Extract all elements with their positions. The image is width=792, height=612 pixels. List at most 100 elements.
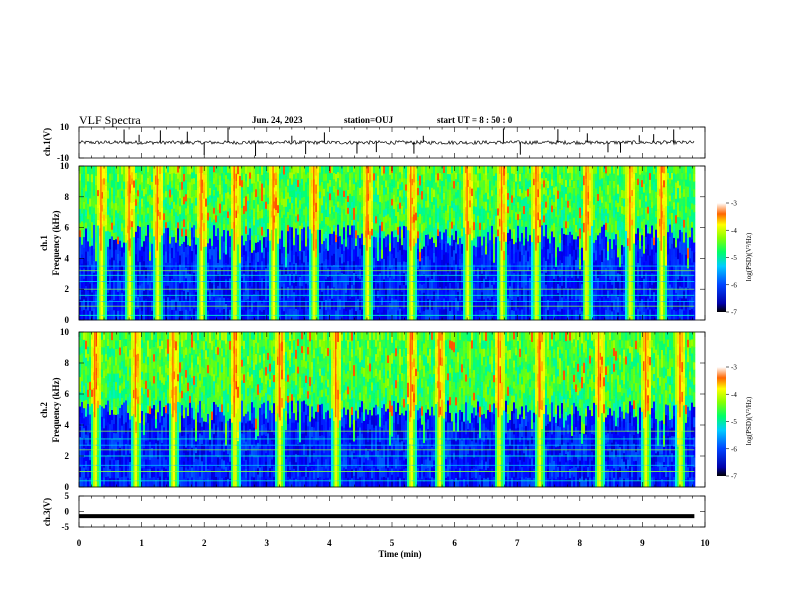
spec-cell [395, 201, 398, 209]
spec-cell [463, 209, 466, 216]
spec-cell [387, 207, 390, 215]
spec-cell [561, 262, 564, 275]
spec-cell [569, 218, 572, 226]
spec-cell [491, 272, 494, 286]
spec-cell [205, 222, 208, 231]
spec-cell [119, 240, 122, 251]
spec-cell [125, 173, 128, 182]
spec-cell [505, 181, 508, 190]
spec-cell [485, 303, 488, 313]
spec-cell [195, 236, 198, 245]
spec-cell [249, 262, 252, 275]
spec-cell [383, 202, 386, 210]
spec-cell [167, 172, 170, 179]
spec-cell [589, 166, 592, 174]
spec-cell [531, 211, 534, 220]
spec-cell [551, 192, 554, 200]
spec-cell [429, 289, 432, 301]
ch1-waveform-line [78, 139, 695, 146]
spec-cell [103, 273, 106, 286]
spec-cell [327, 174, 330, 184]
spec-cell [257, 173, 260, 182]
spec-cell [301, 178, 304, 186]
spec-cell [311, 199, 314, 207]
spec-cell [117, 291, 120, 302]
spec-cell [307, 249, 310, 262]
spec-cell [371, 179, 374, 188]
spec-cell [455, 297, 458, 310]
spec-cell [421, 207, 424, 217]
spec-cell [103, 208, 106, 215]
spec-cell [289, 202, 292, 209]
spec-cell [429, 259, 432, 270]
spec-cell [289, 220, 292, 228]
spec-cell [331, 227, 334, 235]
spec-cell [137, 177, 140, 185]
spec-cell [475, 174, 478, 183]
spec-cell [111, 229, 114, 237]
spec-cell [189, 238, 192, 247]
spec-cell [125, 196, 128, 205]
spec-cell [97, 177, 100, 185]
spec-cell [151, 173, 154, 182]
spec-cell [559, 259, 562, 269]
spec-cell [461, 236, 464, 245]
spec-cell [279, 195, 282, 203]
spec-cell [521, 298, 524, 310]
spec-cell [493, 298, 496, 306]
spec-cell [315, 265, 318, 274]
spec-cell [587, 224, 590, 231]
spec-cell [305, 198, 308, 207]
spec-cell [297, 234, 300, 246]
spec-cell [403, 195, 406, 203]
spec-cell [83, 187, 86, 195]
spec-cell [587, 204, 590, 212]
spec-cell [163, 244, 166, 256]
spec-cell [509, 263, 512, 276]
spec-cell [123, 227, 126, 236]
spec-cell [103, 214, 106, 221]
spec-cell [257, 251, 260, 262]
spec-cell [133, 180, 136, 188]
spec-cell [583, 282, 586, 291]
spec-cell [245, 173, 248, 182]
spec-cell [445, 297, 448, 309]
spec-cell [593, 227, 596, 236]
spec-cell [359, 289, 362, 300]
spec-cell [85, 274, 88, 286]
spec-cell [419, 166, 422, 176]
spec-cell [437, 236, 440, 247]
spec-cell [109, 202, 112, 211]
spec-cell [245, 211, 248, 219]
spec-cell [147, 236, 150, 250]
spec-cell [237, 220, 240, 230]
spec-cell [565, 200, 568, 208]
spec-cell [559, 311, 562, 321]
spec-cell [343, 190, 346, 197]
spec-cell [497, 267, 500, 279]
spec-cell [361, 233, 364, 245]
spec-cell [483, 236, 486, 248]
spec-cell [153, 194, 156, 202]
spec-cell [151, 243, 154, 254]
spec-cell [173, 194, 176, 202]
spec-cell [239, 284, 242, 292]
spec-cell [559, 234, 562, 243]
spec-cell [519, 233, 522, 242]
spec-cell [417, 299, 420, 311]
spec-cell [187, 197, 190, 206]
spec-cell [543, 187, 546, 195]
spec-cell [559, 294, 562, 304]
spec-cell [513, 291, 516, 302]
spec-cell [399, 190, 402, 197]
spec-cell [589, 267, 592, 279]
spec-cell [345, 222, 348, 231]
spec-cell [407, 263, 410, 276]
spec-cell [543, 173, 546, 181]
spec-cell [483, 299, 486, 310]
spec-cell [135, 166, 138, 173]
spec-cell [549, 220, 552, 229]
spec-cell [133, 247, 136, 259]
spec-cell [281, 241, 284, 254]
